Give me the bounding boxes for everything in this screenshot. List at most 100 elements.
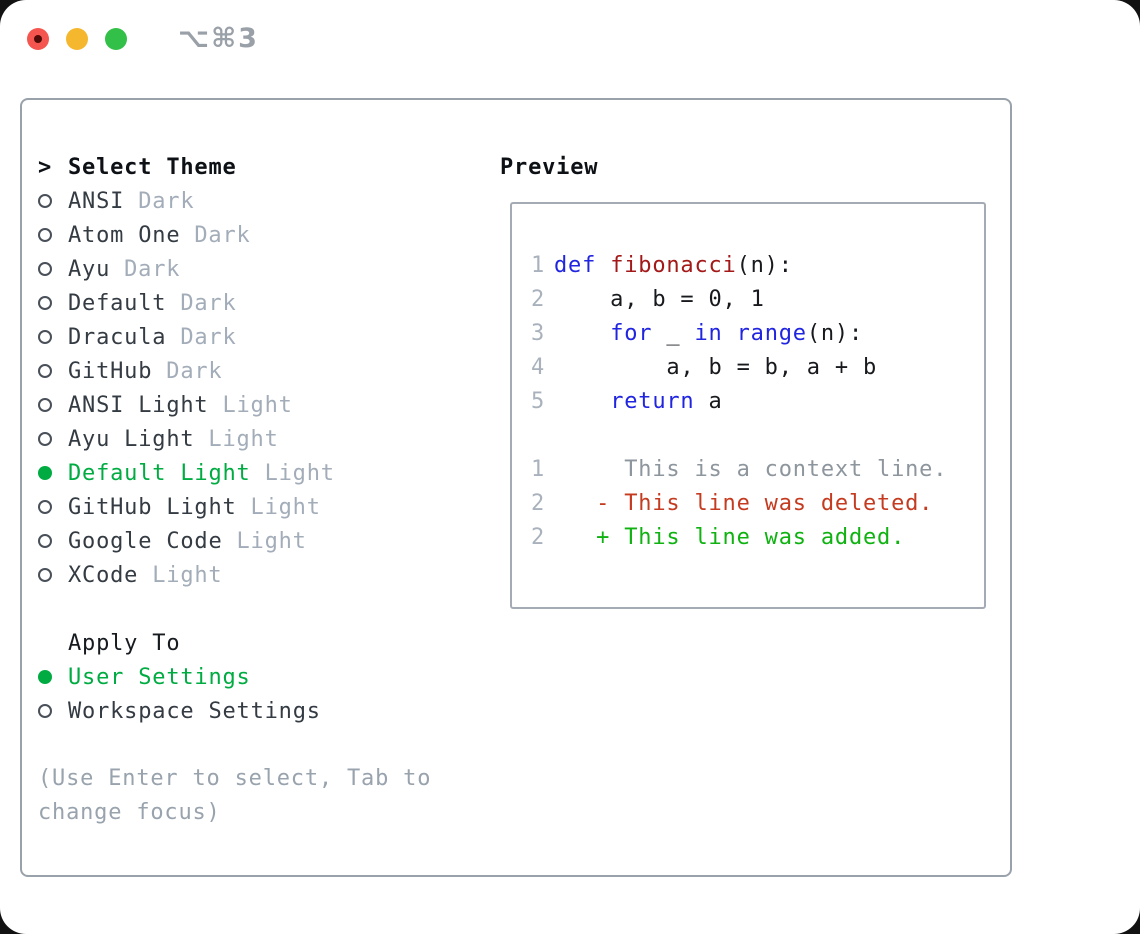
code-token: return xyxy=(610,388,695,414)
diff-text: - This line was deleted. xyxy=(554,490,934,516)
theme-name: GitHub Light xyxy=(68,494,237,520)
radio-selected-icon xyxy=(38,466,68,480)
prompt-caret-icon: > xyxy=(38,154,53,180)
theme-name: Atom One xyxy=(68,222,181,248)
theme-option-ansi[interactable]: ANSI Dark xyxy=(38,184,450,218)
line-number: 2 xyxy=(530,286,545,312)
code-token xyxy=(554,321,610,346)
theme-variant-tag: Dark xyxy=(194,222,251,248)
theme-name: ANSI Light xyxy=(68,392,209,418)
code-token xyxy=(596,253,610,278)
theme-option-atom-one[interactable]: Atom One Dark xyxy=(38,218,450,252)
radio-unselected-icon xyxy=(38,330,68,344)
diff-line-added: 2 + This line was added. xyxy=(530,520,984,554)
code-token: in xyxy=(694,320,723,346)
theme-variant-tag: Light xyxy=(222,392,293,418)
theme-name: Dracula xyxy=(68,324,167,350)
minimize-button[interactable] xyxy=(66,28,88,50)
line-number: 4 xyxy=(530,354,545,380)
radio-selected-icon xyxy=(38,670,68,684)
theme-variant-tag: Dark xyxy=(180,290,237,316)
line-number: 5 xyxy=(530,388,545,414)
radio-unselected-icon xyxy=(38,296,68,310)
close-button-dot-icon xyxy=(34,35,42,43)
line-number: 2 xyxy=(530,524,545,550)
code-token: a, b = b, a + b xyxy=(554,354,878,380)
theme-option-ayu-light[interactable]: Ayu Light Light xyxy=(38,422,450,456)
apply-option-workspace-settings[interactable]: Workspace Settings xyxy=(38,694,450,728)
theme-variant-tag: Light xyxy=(236,528,307,554)
line-number: 1 xyxy=(530,252,545,278)
select-theme-header: > Select Theme xyxy=(38,150,450,184)
line-number: 1 xyxy=(530,456,545,482)
theme-picker-panel: > Select Theme ANSI Dark Atom One Dark Ayu Da… xyxy=(20,98,1012,877)
code-token: range xyxy=(736,320,807,346)
theme-list: ANSI Dark Atom One Dark Ayu Dark Default Dark Dr… xyxy=(38,184,450,592)
theme-name: Default Light xyxy=(68,460,251,486)
radio-unselected-icon xyxy=(38,262,68,276)
theme-name: Google Code xyxy=(68,528,223,554)
blank-line xyxy=(530,418,984,452)
close-button[interactable] xyxy=(27,28,49,50)
line-number: 3 xyxy=(530,320,545,346)
apply-to-list: User Settings Workspace Settings xyxy=(38,660,450,728)
radio-unselected-icon xyxy=(38,398,68,412)
select-theme-label: Select Theme xyxy=(68,154,237,180)
apply-option-user-settings[interactable]: User Settings xyxy=(38,660,450,694)
diff-text: This is a context line. xyxy=(554,456,948,482)
code-token: _ xyxy=(652,320,695,346)
theme-variant-tag: Light xyxy=(152,562,223,588)
code-token: a, b = 0, 1 xyxy=(554,286,765,312)
line-number: 2 xyxy=(530,490,545,516)
code-token: for xyxy=(610,320,653,346)
diff-text: + This line was added. xyxy=(554,524,906,550)
theme-variant-tag: Light xyxy=(208,426,279,452)
theme-name: Default xyxy=(68,290,167,316)
theme-option-github[interactable]: GitHub Dark xyxy=(38,354,450,388)
window-title: ⌥⌘3 xyxy=(178,23,259,54)
radio-unselected-icon xyxy=(38,194,68,208)
radio-unselected-icon xyxy=(38,568,68,582)
theme-variant-tag: Dark xyxy=(180,324,237,350)
theme-variant-tag: Dark xyxy=(124,256,181,282)
code-line: 3 for _ in range (n): xyxy=(530,316,984,350)
zoom-button[interactable] xyxy=(105,28,127,50)
radio-unselected-icon xyxy=(38,432,68,446)
apply-option-name: Workspace Settings xyxy=(68,698,321,724)
theme-option-github-light[interactable]: GitHub Light Light xyxy=(38,490,450,524)
apply-to-header: Apply To xyxy=(38,626,450,660)
theme-variant-tag: Dark xyxy=(138,188,195,214)
radio-unselected-icon xyxy=(38,500,68,514)
code-token: def xyxy=(554,252,597,278)
theme-variant-tag: Light xyxy=(264,460,335,486)
theme-option-dracula[interactable]: Dracula Dark xyxy=(38,320,450,354)
radio-unselected-icon xyxy=(38,364,68,378)
keyboard-hint: (Use Enter to select, Tab to change focu… xyxy=(38,766,432,825)
theme-name: XCode xyxy=(68,562,139,588)
code-line: 2 a, b = 0, 1 xyxy=(530,282,984,316)
code-token: (n): xyxy=(736,252,793,278)
code-line: 5 return a xyxy=(530,384,984,418)
theme-option-xcode[interactable]: XCode Light xyxy=(38,558,450,592)
theme-option-ansi-light[interactable]: ANSI Light Light xyxy=(38,388,450,422)
diff-line-context: 1 This is a context line. xyxy=(530,452,984,486)
theme-option-default-light[interactable]: Default Light Light xyxy=(38,456,450,490)
preview-label: Preview xyxy=(500,154,599,180)
theme-option-default[interactable]: Default Dark xyxy=(38,286,450,320)
theme-variant-tag: Dark xyxy=(166,358,223,384)
radio-unselected-icon xyxy=(38,704,68,718)
theme-list-column: > Select Theme ANSI Dark Atom One Dark Ayu Da… xyxy=(38,150,450,830)
theme-name: Ayu xyxy=(68,256,111,282)
diff-line-deleted: 2 - This line was deleted. xyxy=(530,486,984,520)
theme-option-ayu[interactable]: Ayu Dark xyxy=(38,252,450,286)
theme-name: ANSI xyxy=(68,188,125,214)
code-token: a xyxy=(694,388,723,414)
apply-to-label: Apply To xyxy=(68,630,181,656)
theme-option-google-code[interactable]: Google Code Light xyxy=(38,524,450,558)
code-line: 4 a, b = b, a + b xyxy=(530,350,984,384)
code-token xyxy=(554,389,610,414)
apply-option-name: User Settings xyxy=(68,664,251,690)
radio-unselected-icon xyxy=(38,228,68,242)
